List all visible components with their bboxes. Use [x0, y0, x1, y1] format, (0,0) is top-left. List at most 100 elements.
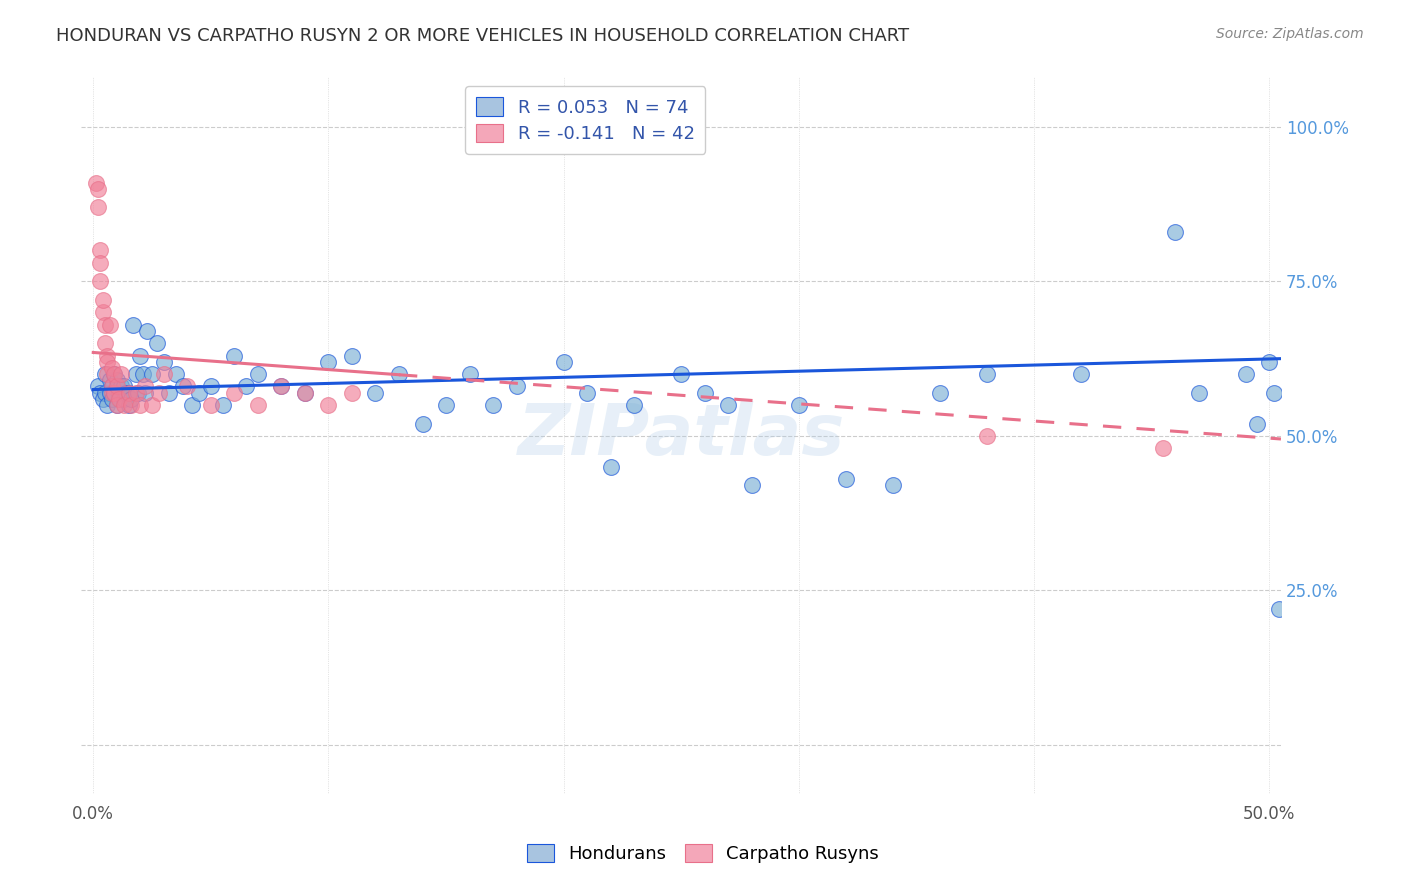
Point	[87, 182, 110, 196]
Point	[103, 367, 125, 381]
Point	[270, 379, 292, 393]
Point	[246, 398, 269, 412]
Point	[1188, 385, 1211, 400]
Point	[84, 176, 107, 190]
Point	[124, 385, 146, 400]
Point	[134, 379, 156, 393]
Legend: Hondurans, Carpatho Rusyns: Hondurans, Carpatho Rusyns	[516, 833, 890, 874]
Point	[129, 398, 152, 412]
Point	[96, 398, 118, 412]
Point	[115, 385, 138, 400]
Point	[1246, 417, 1268, 431]
Point	[136, 324, 159, 338]
Point	[108, 385, 131, 400]
Point	[103, 385, 125, 400]
Point	[89, 256, 111, 270]
Point	[340, 385, 363, 400]
Point	[787, 398, 810, 412]
Point	[623, 398, 645, 412]
Point	[94, 318, 117, 332]
Point	[141, 367, 163, 381]
Point	[117, 385, 139, 400]
Point	[105, 398, 128, 412]
Point	[96, 367, 118, 381]
Point	[976, 367, 998, 381]
Point	[553, 355, 575, 369]
Point	[172, 379, 194, 393]
Point	[200, 379, 222, 393]
Point	[124, 367, 146, 381]
Point	[200, 398, 222, 412]
Text: ZIPatlas: ZIPatlas	[517, 401, 845, 470]
Text: Source: ZipAtlas.com: Source: ZipAtlas.com	[1216, 27, 1364, 41]
Point	[235, 379, 257, 393]
Point	[94, 367, 117, 381]
Point	[101, 360, 124, 375]
Point	[94, 336, 117, 351]
Point	[134, 385, 156, 400]
Point	[482, 398, 505, 412]
Point	[153, 355, 176, 369]
Point	[101, 385, 124, 400]
Point	[364, 385, 387, 400]
Point	[599, 459, 621, 474]
Point	[103, 367, 125, 381]
Point	[129, 349, 152, 363]
Point	[835, 472, 858, 486]
Point	[505, 379, 527, 393]
Point	[294, 385, 316, 400]
Point	[98, 385, 121, 400]
Point	[91, 293, 114, 307]
Point	[89, 274, 111, 288]
Point	[157, 385, 180, 400]
Point	[101, 379, 124, 393]
Point	[741, 478, 763, 492]
Point	[176, 379, 198, 393]
Point	[89, 244, 111, 258]
Point	[110, 379, 132, 393]
Point	[117, 398, 139, 412]
Point	[671, 367, 693, 381]
Point	[141, 398, 163, 412]
Point	[1164, 225, 1187, 239]
Point	[211, 398, 233, 412]
Point	[131, 367, 153, 381]
Point	[120, 392, 142, 406]
Point	[693, 385, 716, 400]
Point	[105, 379, 128, 393]
Point	[91, 392, 114, 406]
Point	[145, 336, 167, 351]
Point	[976, 429, 998, 443]
Point	[1070, 367, 1092, 381]
Point	[188, 385, 211, 400]
Point	[101, 379, 124, 393]
Point	[224, 349, 246, 363]
Point	[120, 398, 142, 412]
Point	[112, 398, 135, 412]
Point	[929, 385, 952, 400]
Point	[318, 355, 340, 369]
Point	[87, 379, 110, 393]
Point	[101, 392, 124, 406]
Point	[98, 373, 121, 387]
Point	[112, 379, 135, 393]
Point	[294, 385, 316, 400]
Point	[148, 385, 170, 400]
Point	[89, 385, 111, 400]
Point	[246, 367, 269, 381]
Point	[1234, 367, 1257, 381]
Point	[87, 200, 110, 214]
Point	[122, 318, 145, 332]
Point	[98, 318, 121, 332]
Point	[96, 349, 118, 363]
Point	[105, 398, 128, 412]
Legend: R = 0.053   N = 74, R = -0.141   N = 42: R = 0.053 N = 74, R = -0.141 N = 42	[465, 87, 706, 154]
Point	[1263, 385, 1285, 400]
Point	[458, 367, 481, 381]
Point	[94, 385, 117, 400]
Point	[412, 417, 434, 431]
Point	[127, 385, 149, 400]
Point	[153, 367, 176, 381]
Point	[1258, 355, 1281, 369]
Point	[1152, 442, 1174, 456]
